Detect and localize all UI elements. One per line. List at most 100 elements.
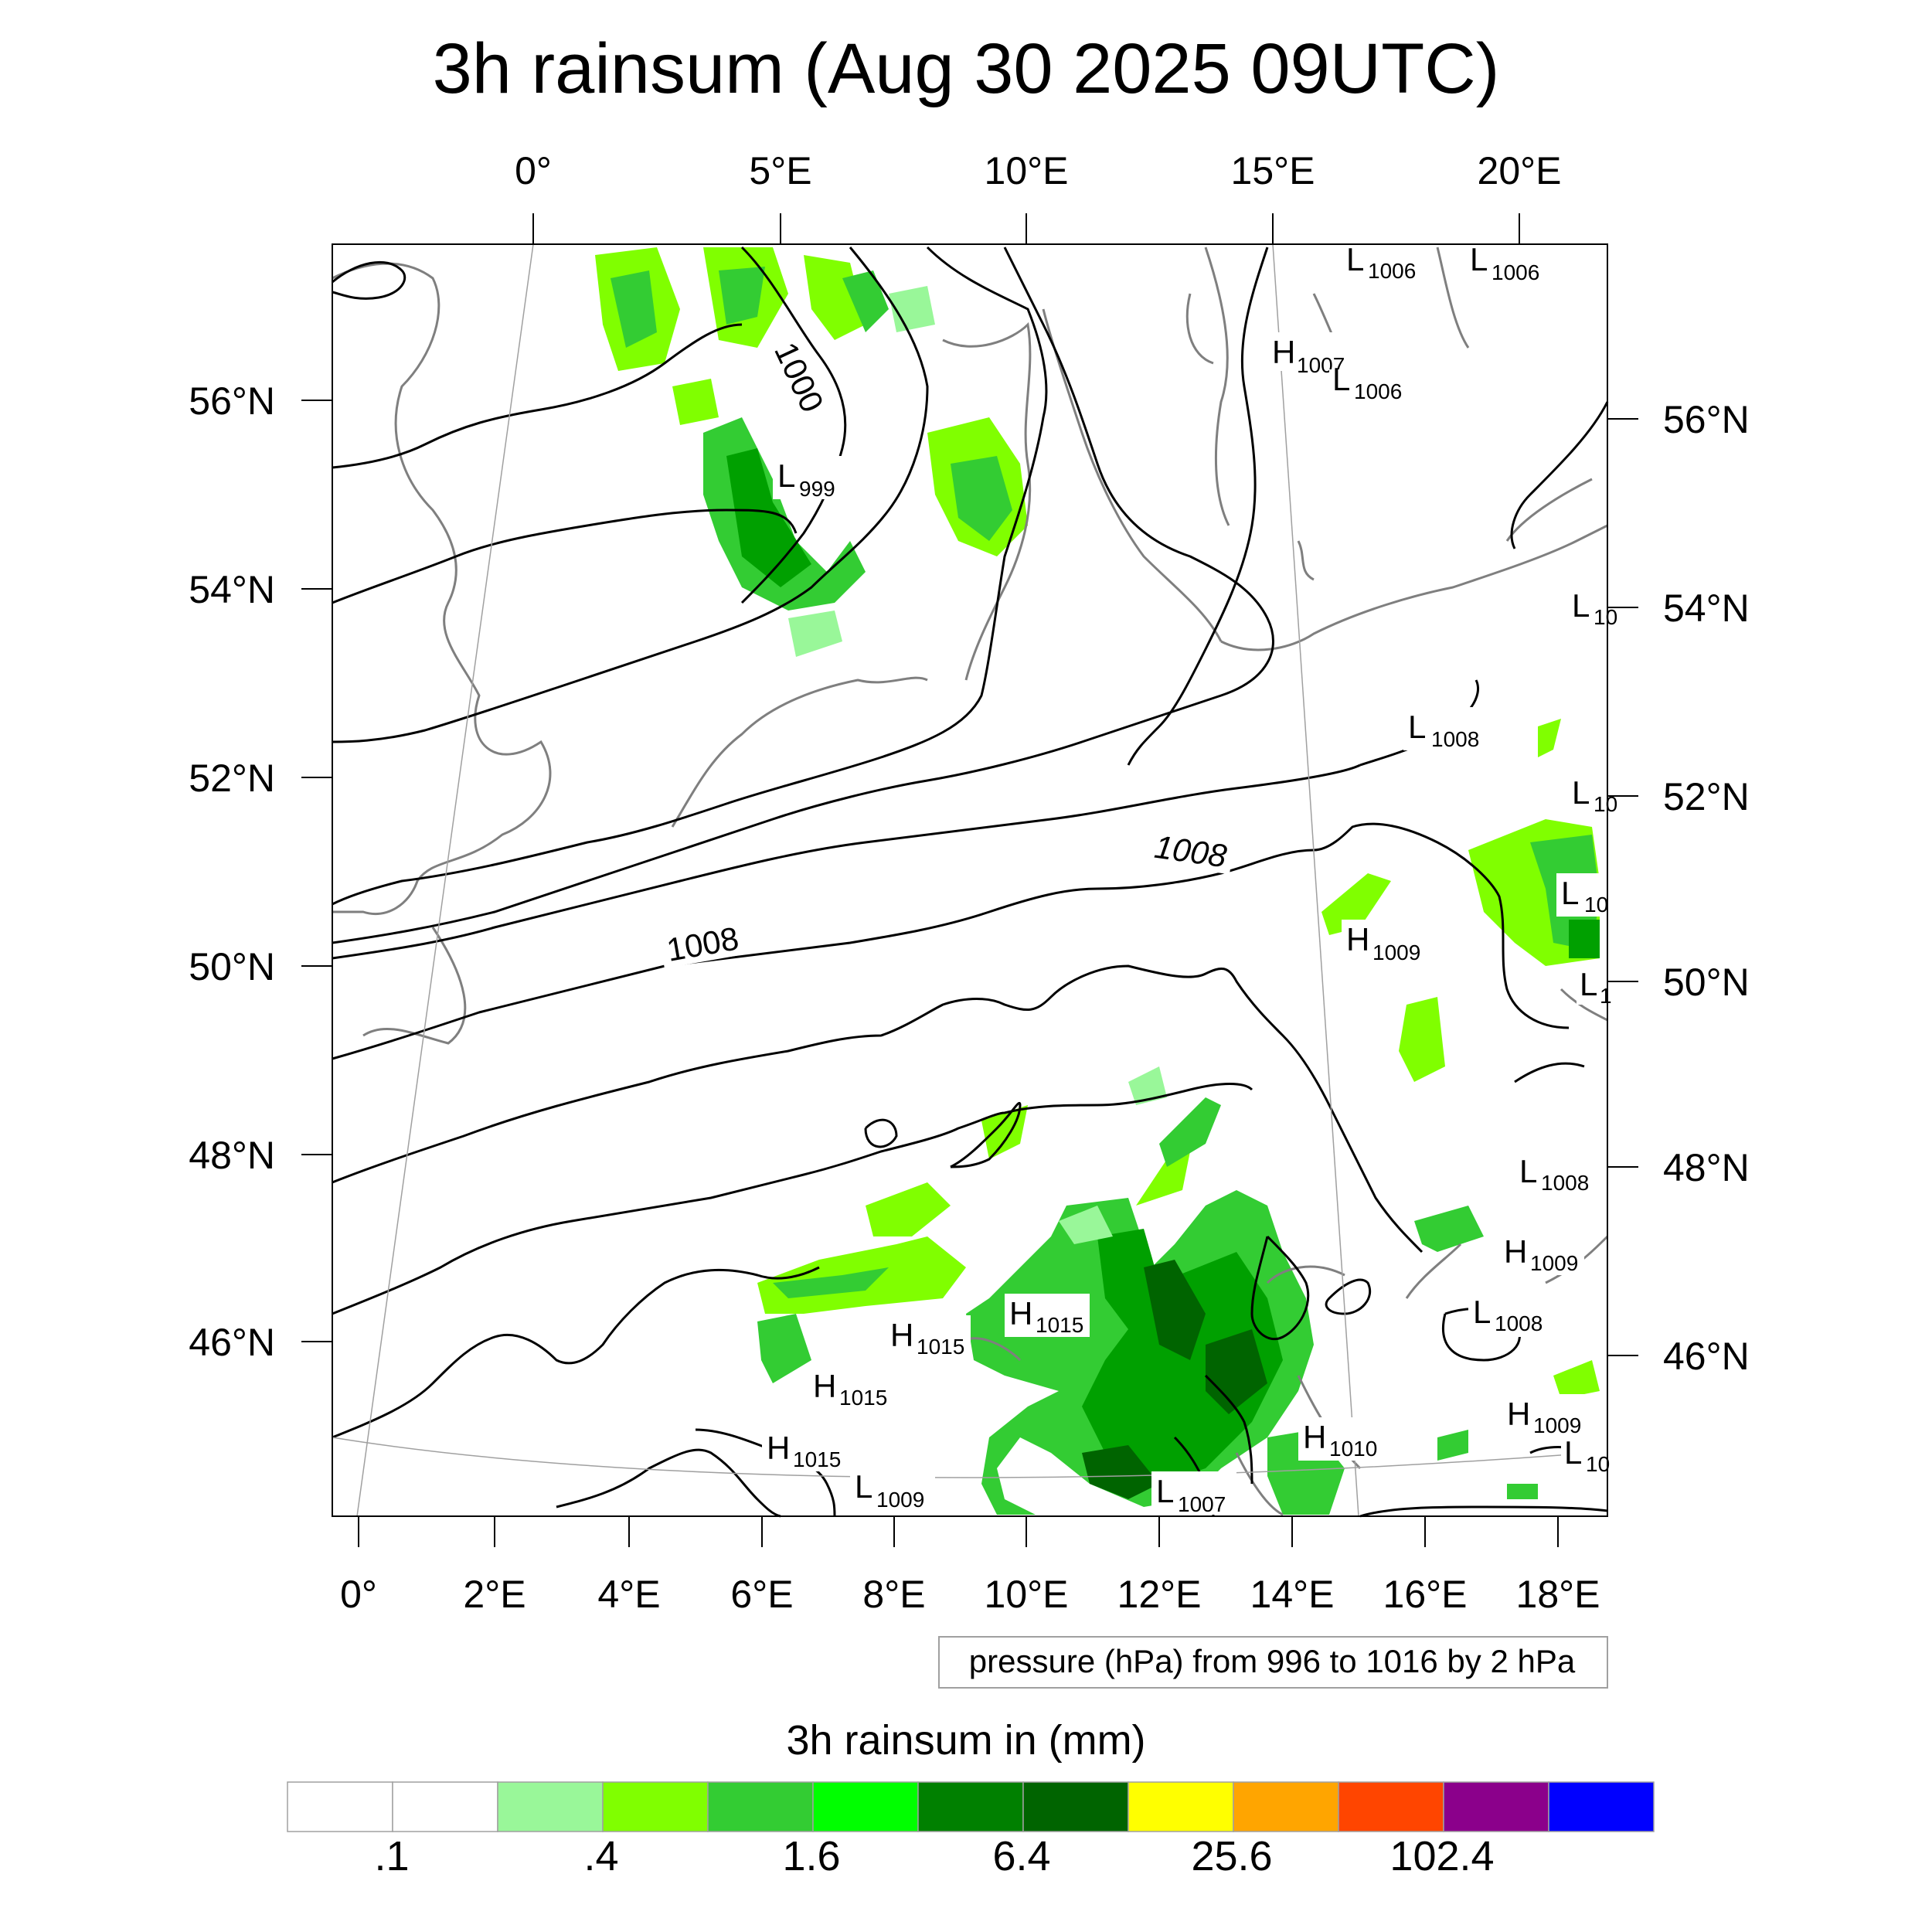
pressure-center: L 1006 [1329, 361, 1406, 405]
svg-text:H: H [1009, 1295, 1032, 1332]
svg-text:L: L [855, 1468, 872, 1505]
svg-text:1006: 1006 [1368, 259, 1416, 283]
svg-text:L: L [1473, 1294, 1491, 1330]
svg-text:999: 999 [799, 477, 835, 501]
right-axis-label: 54°N [1663, 587, 1750, 630]
colorbar-labels: .1 .4 1.6 6.4 25.6 102.4 [374, 1833, 1494, 1879]
colorbar-label: 1.6 [782, 1833, 840, 1879]
colorbar-swatch [1338, 1781, 1444, 1832]
colorbar-swatch [917, 1781, 1024, 1832]
svg-text:1009: 1009 [1530, 1251, 1578, 1275]
svg-text:H: H [1303, 1419, 1326, 1455]
colorbar-label: .1 [374, 1833, 409, 1879]
precipitation-field [595, 247, 1600, 1515]
pressure-center: H 1015 [808, 1366, 893, 1410]
top-axis-label: 0° [515, 149, 552, 192]
pressure-center: L 1008 [1468, 1294, 1553, 1337]
svg-text:1006: 1006 [1492, 260, 1539, 284]
pressure-center: L 1008 [1403, 707, 1496, 751]
pressure-center: H 1015 [762, 1428, 847, 1471]
svg-text:1008: 1008 [1495, 1311, 1543, 1335]
contour-info-text: pressure (hPa) from 996 to 1016 by 2 hPa [969, 1643, 1576, 1679]
svg-text:H: H [1346, 921, 1369, 957]
top-axis: 0° 5°E 10°E 15°E 20°E [515, 149, 1561, 244]
svg-text:1007: 1007 [1178, 1492, 1226, 1516]
pressure-center: H 1009 [1342, 920, 1434, 964]
right-axis-label: 50°N [1663, 961, 1750, 1004]
svg-text:H: H [813, 1368, 836, 1404]
colorbar [287, 1781, 1655, 1832]
pressure-center: H 1009 [1499, 1232, 1584, 1275]
svg-text:10: 10 [1586, 1452, 1610, 1476]
right-axis-label: 56°N [1663, 398, 1750, 441]
colorbar-label: 25.6 [1191, 1833, 1272, 1879]
svg-text:10: 10 [1584, 893, 1608, 917]
pressure-center: H 1007 [1267, 332, 1354, 377]
pressure-center: L 999 [773, 456, 842, 501]
colorbar-swatch [287, 1781, 393, 1832]
pressure-center: L 10 [1569, 587, 1617, 629]
svg-text:L: L [1561, 875, 1579, 911]
bottom-axis-label: 18°E [1516, 1573, 1600, 1616]
svg-text:L: L [1408, 709, 1426, 745]
svg-text:10: 10 [1594, 605, 1617, 629]
right-axis-label: 48°N [1663, 1146, 1750, 1189]
svg-text:L: L [1156, 1473, 1174, 1509]
colorbar-label: .4 [583, 1833, 618, 1879]
bottom-axis-label: 12°E [1117, 1573, 1202, 1616]
pressure-center: L 10 [1569, 773, 1617, 816]
left-axis-label: 48°N [189, 1134, 275, 1177]
pressure-center: L 10 [1561, 1434, 1610, 1478]
bottom-axis-label: 0° [340, 1573, 377, 1616]
svg-text:L: L [1332, 361, 1350, 397]
right-axis: 56°N 54°N 52°N 50°N 48°N 46°N [1607, 398, 1750, 1378]
bottom-axis-label: 10°E [985, 1573, 1069, 1616]
svg-text:1015: 1015 [839, 1386, 887, 1410]
pressure-center: L 1009 [850, 1467, 935, 1512]
svg-text:H: H [767, 1430, 790, 1466]
left-axis: 56°N 54°N 52°N 50°N 48°N 46°N [189, 379, 332, 1364]
map-frame [332, 243, 1608, 1517]
top-axis-label: 10°E [985, 149, 1069, 192]
pressure-center: H 1010 [1298, 1417, 1383, 1461]
left-axis-label: 46°N [189, 1321, 275, 1364]
left-axis-label: 56°N [189, 379, 275, 423]
top-axis-label: 15°E [1231, 149, 1315, 192]
pressure-center: L 1006 [1337, 241, 1416, 283]
colorbar-label: 6.4 [992, 1833, 1050, 1879]
colorbar-swatch [1022, 1781, 1129, 1832]
bottom-axis: 0° 2°E 4°E 6°E 8°E 10°E 12°E 14°E 16°E 1… [340, 1516, 1600, 1616]
map-panel: 1000 1008 1008 L 1006 L 1006 H 1007 L 1006 L… [332, 241, 1617, 1518]
svg-text:1015: 1015 [1036, 1313, 1083, 1337]
colorbar-title: 3h rainsum in (mm) [786, 1717, 1145, 1764]
svg-text:1009: 1009 [1533, 1413, 1581, 1437]
left-axis-label: 52°N [189, 757, 275, 800]
pressure-center: L 1007 [1151, 1471, 1236, 1516]
left-axis-label: 54°N [189, 568, 275, 611]
bottom-axis-label: 16°E [1383, 1573, 1468, 1616]
svg-text:1015: 1015 [793, 1447, 841, 1471]
colorbar-swatch [497, 1781, 604, 1832]
rain-area-alps [757, 1066, 1345, 1515]
svg-text:1: 1 [1600, 984, 1612, 1008]
colorbar-swatch [1443, 1781, 1549, 1832]
svg-text:L: L [1580, 966, 1597, 1002]
bottom-axis-label: 4°E [597, 1573, 660, 1616]
svg-text:L: L [1470, 241, 1488, 277]
colorbar-swatch [602, 1781, 709, 1832]
svg-text:1009: 1009 [876, 1488, 924, 1512]
svg-text:H: H [1507, 1396, 1530, 1432]
svg-text:1008: 1008 [1541, 1171, 1589, 1195]
svg-text:1008: 1008 [1431, 727, 1479, 751]
map-title: 3h rainsum (Aug 30 2025 09UTC) [433, 29, 1500, 108]
pressure-center: L 10 [1556, 873, 1608, 917]
bottom-axis-label: 14°E [1250, 1573, 1335, 1616]
pressure-centers: L 1006 L 1006 H 1007 L 1006 L 999 L 10 L 1008 L… [762, 241, 1617, 1516]
colorbar-swatch [1548, 1781, 1655, 1832]
right-axis-label: 46°N [1663, 1335, 1750, 1378]
colorbar-label: 102.4 [1389, 1833, 1494, 1879]
rain-area-north-sea [595, 247, 1028, 657]
svg-text:1006: 1006 [1354, 379, 1402, 403]
pressure-center: L 1006 [1467, 241, 1544, 284]
